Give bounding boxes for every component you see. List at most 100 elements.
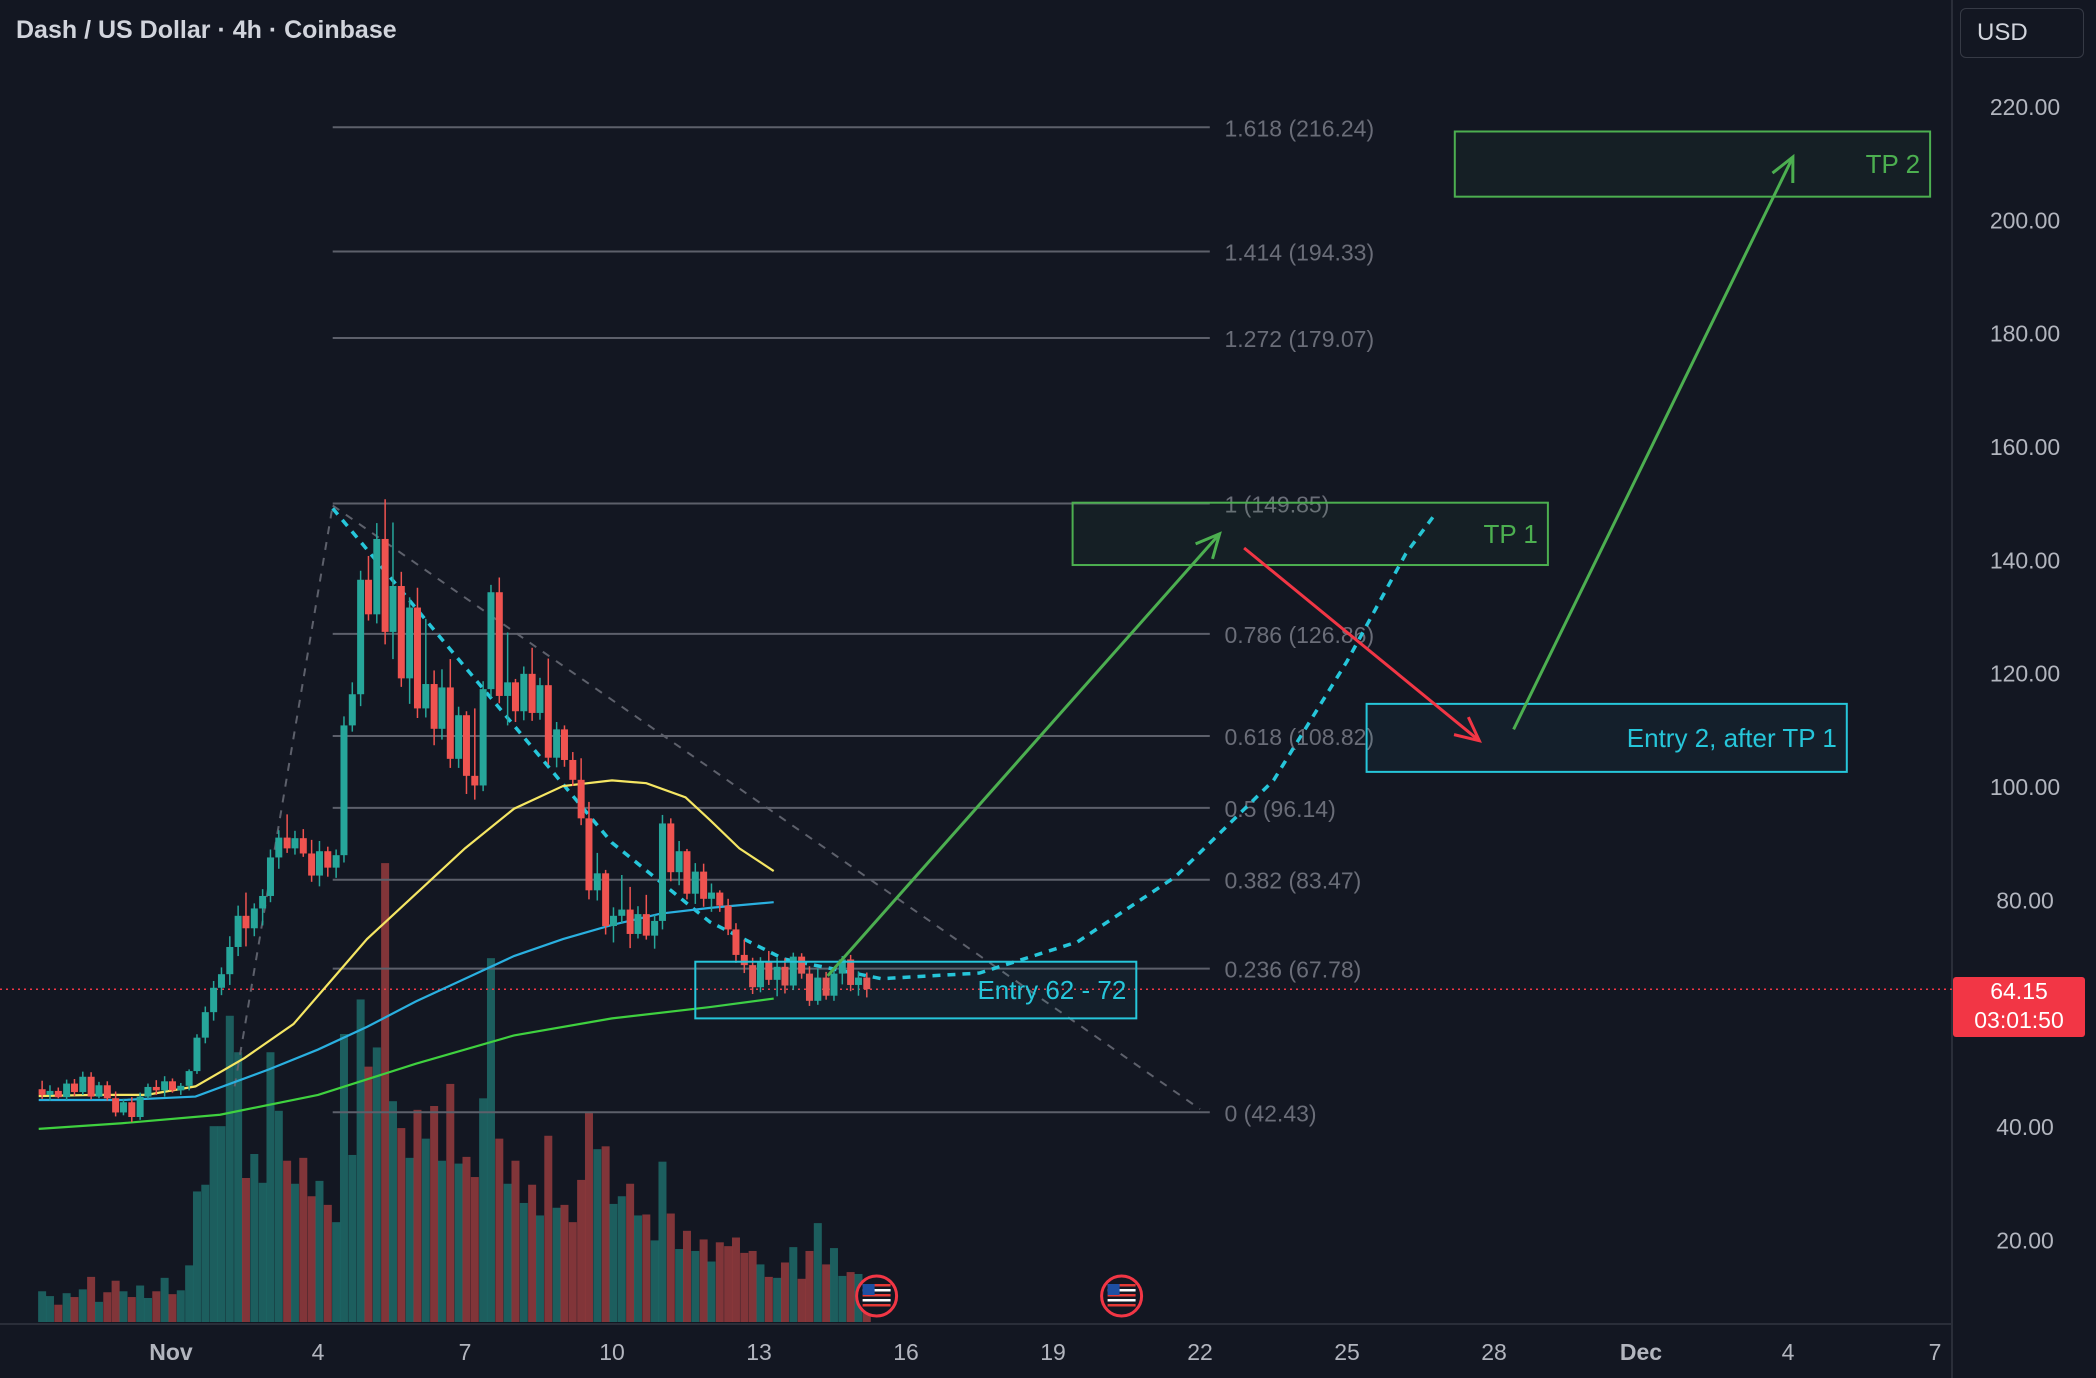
candle-body [749, 965, 757, 988]
volume-bar [217, 1126, 226, 1322]
price-tick-label: 120.00 [1990, 661, 2060, 687]
candle-body [707, 892, 715, 899]
candle-body [406, 607, 414, 679]
candlesticks[interactable] [38, 499, 871, 1123]
symbol-title[interactable]: Dash / US Dollar · 4h · Coinbase [16, 16, 397, 44]
volume-bar [70, 1297, 79, 1322]
candle-body [70, 1083, 78, 1093]
candle-body [119, 1102, 127, 1113]
volume-bar [503, 1183, 512, 1322]
volume-bar [691, 1250, 700, 1322]
candle-body [724, 905, 732, 930]
volume-bar [168, 1294, 177, 1322]
volume-bar [731, 1237, 740, 1322]
candle-body [315, 851, 323, 876]
volume-bar [185, 1265, 194, 1322]
candle-body [357, 579, 365, 695]
volume-bar [437, 1160, 446, 1322]
entry-label: Entry 2, after TP 1 [1627, 723, 1837, 753]
flag-stripe [862, 1304, 891, 1307]
volume-bar [250, 1154, 259, 1322]
volume-bar [470, 1177, 479, 1322]
fib-level-label: 1.414 (194.33) [1225, 239, 1375, 265]
economic-events[interactable] [855, 1274, 1144, 1318]
volume-bar [535, 1215, 544, 1322]
candle-body [634, 914, 642, 934]
us-flag-icon[interactable] [1100, 1274, 1144, 1318]
volume-bar [315, 1180, 324, 1322]
entry-zone [694, 960, 1138, 1020]
arrow-head [1453, 716, 1482, 743]
volume-bar [584, 1112, 593, 1322]
candle-body [838, 959, 846, 974]
candle-body [422, 684, 430, 709]
candle-body [226, 946, 234, 975]
volume-bar [38, 1291, 47, 1322]
flag-canton [1107, 1284, 1120, 1295]
candle-body [471, 775, 479, 786]
candle-body [283, 837, 291, 849]
candle-body [389, 585, 397, 632]
price-tick-label: 100.00 [1990, 774, 2060, 800]
time-axis[interactable]: Nov 4 7 10 13 16 19 22 25 28 Dec 4 7 [149, 1339, 1941, 1365]
volume-bar [143, 1298, 152, 1322]
candle-body [308, 853, 316, 876]
trade-arrows[interactable] [826, 153, 1795, 977]
flag-stripe [862, 1289, 891, 1292]
volume-bar [519, 1202, 528, 1322]
candle-body [462, 715, 470, 776]
arrow-up [826, 532, 1221, 977]
volume-bar [209, 1126, 218, 1322]
volume-bar [650, 1240, 659, 1322]
volume-bar [54, 1304, 63, 1322]
candle-body [544, 685, 552, 758]
candle-body [626, 909, 634, 934]
volume-bar [764, 1276, 773, 1322]
candle-body [397, 585, 405, 679]
price-axis[interactable]: 220.00 200.00 180.00 160.00 140.00 120.00 100.… [1990, 94, 2060, 1253]
fibonacci-retracement[interactable]: 1.618 (216.24) 1.414 (194.33) 1.272 (179.0… [332, 115, 1375, 1126]
volume-bar [813, 1223, 822, 1322]
price-tick-label: 40.00 [1996, 1114, 2054, 1140]
candle-body [798, 956, 806, 974]
candle-body [593, 873, 601, 891]
fib-level-label: 1.272 (179.07) [1225, 326, 1375, 352]
volume-bar [258, 1182, 267, 1322]
candle-body [144, 1086, 152, 1097]
candle-body [136, 1096, 144, 1117]
price-tick-label: 200.00 [1990, 207, 2060, 233]
volume-bar [381, 863, 390, 1322]
volume-bar [364, 1066, 373, 1322]
time-tick-label: Nov [149, 1339, 193, 1365]
volume-bar [846, 1272, 855, 1322]
time-tick-label: 7 [459, 1339, 472, 1365]
candle-body [765, 962, 773, 980]
volume-bar [544, 1135, 553, 1322]
volume-bar [421, 1138, 430, 1322]
candle-body [536, 685, 544, 713]
time-tick-label: 19 [1040, 1339, 1066, 1365]
trend-lines[interactable] [0, 504, 1952, 1110]
fib-level-label: 0.236 (67.78) [1225, 957, 1362, 983]
volume-bar [283, 1160, 292, 1322]
candle-body [691, 871, 699, 894]
volume-bar [666, 1213, 675, 1322]
volume-bar [176, 1290, 185, 1322]
candle-body [716, 892, 724, 906]
volume-bar [617, 1196, 626, 1322]
take-profit-zone [1071, 501, 1549, 567]
volume-bar [724, 1246, 733, 1322]
us-flag-icon[interactable] [855, 1274, 899, 1318]
volume-bar [94, 1301, 103, 1322]
volume-bars [38, 863, 871, 1322]
volume-bar [773, 1277, 782, 1322]
volume-bar [103, 1292, 112, 1322]
volume-bar [274, 1110, 283, 1322]
volume-bar [290, 1183, 299, 1322]
price-tick-label: 20.00 [1996, 1227, 2054, 1253]
candle-body [348, 694, 356, 726]
volume-bar [136, 1285, 145, 1322]
currency-selector[interactable]: USD [1960, 8, 2084, 58]
candle-body [863, 977, 871, 990]
